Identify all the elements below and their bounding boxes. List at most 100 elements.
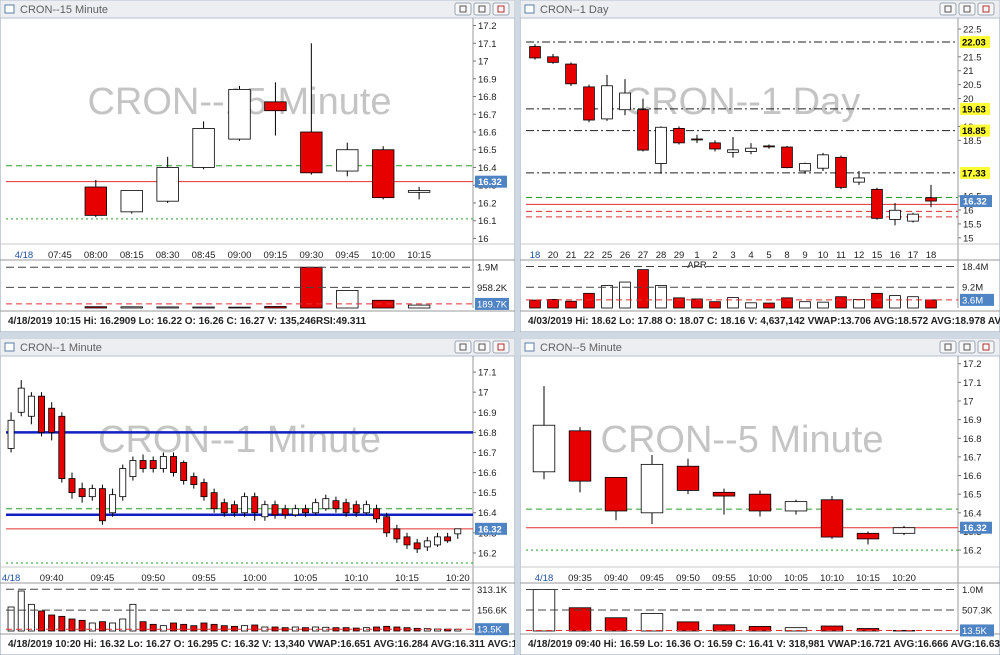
y-tick-label: 17.1	[478, 39, 497, 50]
price-label: 16.32	[963, 523, 987, 534]
x-tick-label: 15	[872, 250, 883, 261]
volume-tick-label: 13.5K	[477, 625, 502, 636]
y-tick-label: 16.7	[478, 110, 497, 121]
y-tick-label: 17.1	[478, 368, 497, 379]
volume-bar	[230, 625, 238, 632]
close-button[interactable]	[492, 2, 510, 16]
x-tick-label: 09:55	[712, 573, 736, 584]
y-tick-label: 16.2	[478, 198, 497, 209]
candle-body	[601, 85, 613, 120]
x-tick-label: 09:30	[299, 250, 323, 261]
candle-body	[38, 395, 45, 433]
volume-bar	[925, 299, 937, 309]
volume-bar	[853, 299, 865, 309]
candle-body	[423, 540, 431, 548]
price-marker	[960, 521, 992, 534]
maximize-button[interactable]	[473, 2, 491, 16]
candle-body	[835, 156, 847, 188]
x-tick-label: 10:20	[892, 573, 916, 584]
price-label: 16.32	[478, 177, 502, 188]
volume-bar	[407, 304, 431, 309]
y-tick-label: 16.7	[963, 452, 982, 463]
window-icon	[4, 4, 15, 14]
candle-body	[712, 491, 736, 497]
close-button[interactable]	[492, 340, 510, 354]
volume-marker	[960, 293, 994, 306]
x-tick-label: 4/18	[535, 573, 554, 584]
candle-body	[373, 508, 381, 520]
close-button[interactable]	[977, 2, 995, 16]
volume-tick-label: 313.1K	[477, 585, 508, 596]
x-tick-label: 22	[584, 250, 595, 261]
watermark: CRON--1 Day	[624, 81, 860, 123]
price-label: 16.32	[478, 524, 502, 535]
candle-body	[58, 415, 66, 479]
candle-body	[352, 504, 360, 514]
candle-body	[856, 532, 880, 540]
maximize-button[interactable]	[958, 2, 976, 16]
volume-bar	[68, 618, 76, 632]
volume-bar	[619, 281, 631, 309]
window-icon	[4, 342, 15, 352]
volume-tick-label: 18.4M	[962, 262, 988, 273]
x-tick-label: 8	[784, 250, 789, 261]
candle-body	[17, 387, 25, 413]
minimize-button[interactable]	[939, 2, 957, 16]
candle-body	[261, 504, 269, 518]
candle-body	[889, 209, 901, 220]
volume-bar	[691, 298, 703, 309]
candle-body	[907, 213, 919, 222]
candle-body	[871, 188, 883, 219]
candle-body	[322, 498, 330, 510]
price-marker	[475, 522, 507, 535]
minimize-button[interactable]	[939, 340, 957, 354]
watermark: CRON--1 Minute	[98, 419, 381, 461]
x-tick-label: 10	[818, 250, 829, 261]
candle-body	[925, 197, 937, 202]
y-tick-label: 22.5	[963, 24, 982, 35]
x-tick-label: 10:10	[820, 573, 844, 584]
candle-body	[619, 92, 631, 111]
y-tick-label: 17.2	[478, 21, 497, 32]
candle-body	[271, 504, 279, 516]
window-title: CRON--1 Day	[540, 4, 609, 16]
candle-body	[444, 536, 452, 542]
x-tick-label: 10:20	[446, 573, 470, 584]
x-tick-label: 25	[602, 250, 613, 261]
candle-body	[799, 163, 811, 172]
candle-body	[180, 462, 188, 481]
y-tick-label: 17.1	[963, 378, 982, 389]
candle-body	[7, 419, 15, 449]
candle-body	[604, 477, 628, 512]
close-glyph	[497, 343, 505, 351]
volume-bar	[676, 621, 700, 632]
candle-body	[640, 463, 664, 514]
volume-bar	[190, 625, 198, 632]
x-tick-label: 3	[730, 250, 735, 261]
y-tick-label: 16.8	[478, 92, 497, 103]
x-tick-label: 18	[926, 250, 937, 261]
y-tick-label: 16.4	[478, 163, 497, 174]
volume-tick-label: 3.6M	[962, 295, 983, 306]
candle-body	[748, 493, 772, 512]
candle-body	[241, 496, 249, 514]
y-tick-label: 17.2	[963, 359, 982, 370]
y-tick-label: 16.5	[478, 145, 497, 156]
volume-bar	[712, 624, 736, 632]
y-tick-label: 16.8	[478, 428, 497, 439]
minimize-button[interactable]	[454, 340, 472, 354]
volume-tick-label: 9.2M	[962, 283, 983, 294]
maximize-button[interactable]	[473, 340, 491, 354]
close-button[interactable]	[977, 340, 995, 354]
candle-body	[434, 536, 441, 546]
candle-body	[763, 145, 775, 148]
price-marker	[475, 175, 507, 188]
y-tick-label: 16.5	[963, 490, 982, 501]
maximize-button[interactable]	[958, 340, 976, 354]
volume-bar	[228, 306, 251, 309]
volume-bar	[799, 301, 811, 309]
minimize-button[interactable]	[454, 2, 472, 16]
volume-tick-label: 13.5K	[962, 626, 987, 637]
y-tick-label: 16	[963, 205, 974, 216]
candle-body	[120, 190, 143, 213]
